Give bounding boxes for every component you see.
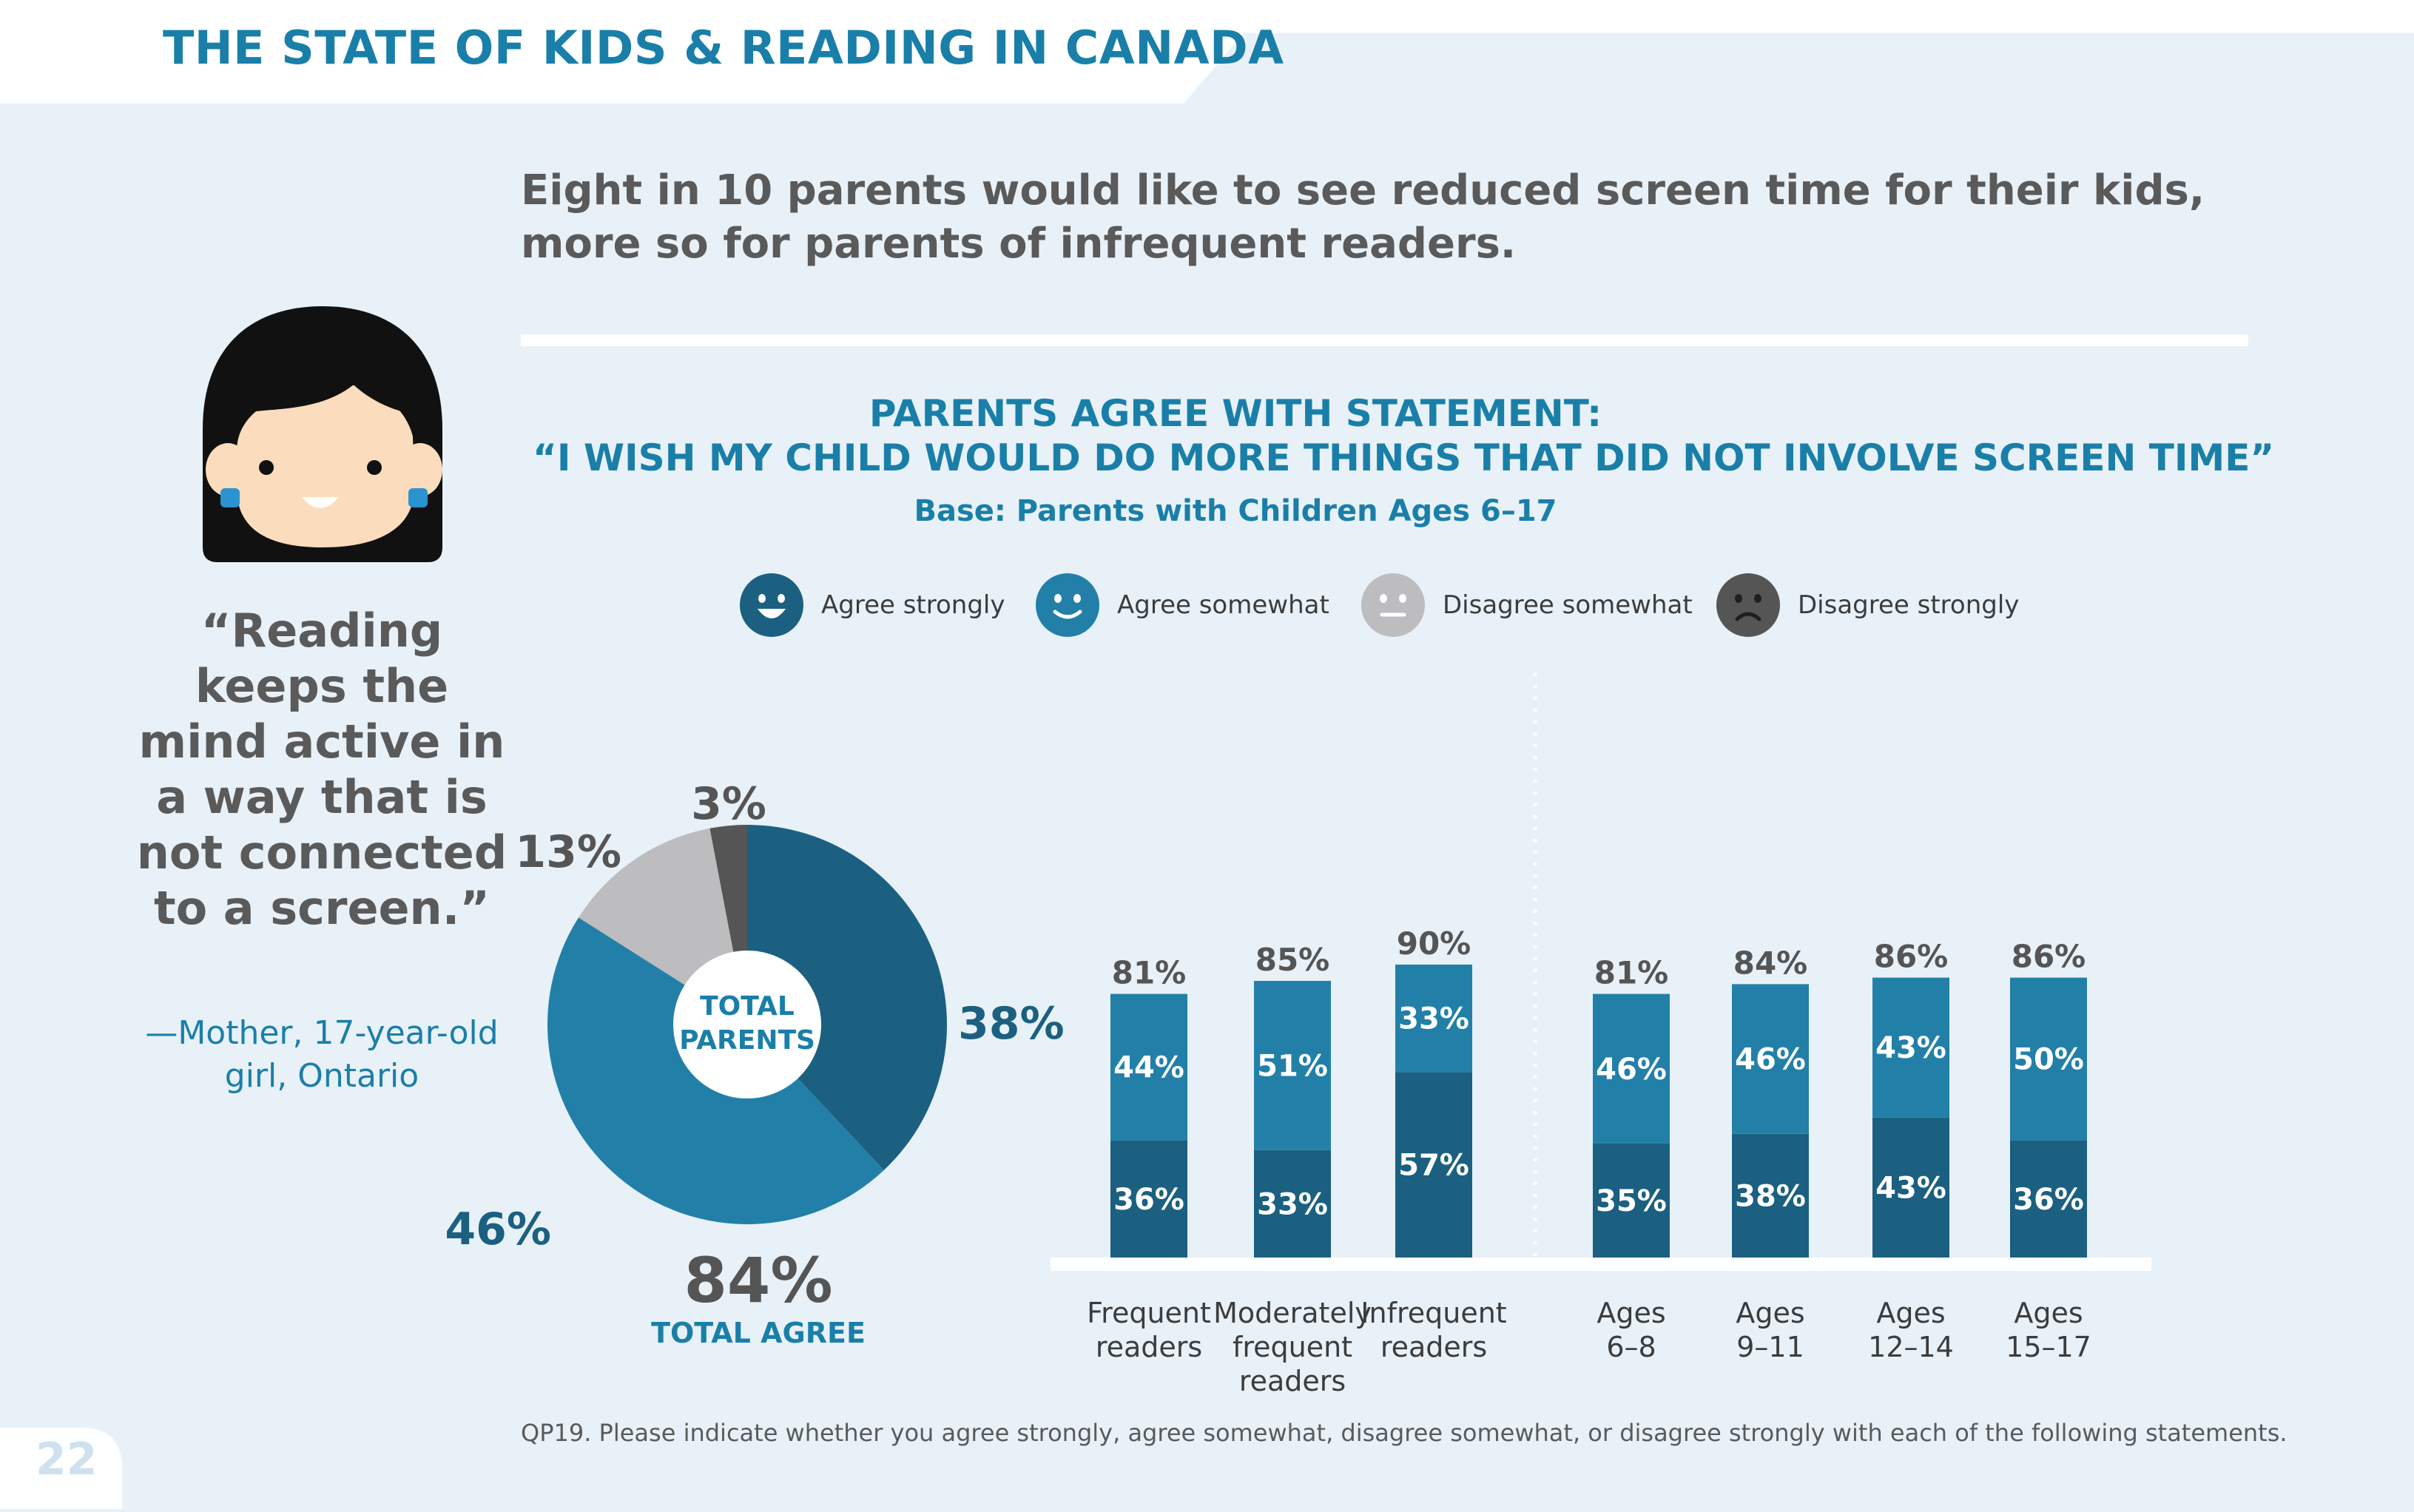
bar-value-label: 44% [1113,1051,1184,1085]
total-agree-value: 84% [684,1244,832,1317]
smile-face-icon [1036,573,1099,637]
chart-base: Base: Parents with Children Ages 6–17 [914,494,1557,528]
bar-value-label: 57% [1398,1149,1469,1183]
bar-segment-agree-strongly [1593,1144,1670,1258]
bar-segment-agree-strongly [2010,1140,2087,1258]
bar-segment-agree-somewhat [1593,993,1670,1144]
page-title: THE STATE OF KIDS & READING IN CANADA [163,21,1284,75]
sad-face-icon [1716,573,1780,637]
category-label: Ages 12–14 [1868,1297,1954,1363]
legend-label: Agree somewhat [1117,590,1329,620]
quote-attribution: —Mother, 17-year-old girl, Ontario [145,1014,499,1095]
bar-value-label: 33% [1398,1002,1469,1036]
bar-total-label: 86% [2012,939,2086,975]
divider [521,334,2248,346]
donut-chart: TOTAL PARENTS 38% 46% 13% 3% 84% TOTAL AGRE… [445,778,1065,1349]
bar-segment-agree-somewhat [1395,965,1472,1073]
category-label: Frequent readers [1087,1297,1211,1363]
bar-value-label: 51% [1257,1049,1328,1083]
bar-value-label: 46% [1596,1053,1667,1087]
pie-label-agree-somewhat: 46% [445,1204,551,1255]
bar-segment-agree-strongly [1110,1140,1187,1258]
x-axis-baseline [1051,1258,2151,1271]
footnote: QP19. Please indicate whether you agree … [521,1419,2287,1447]
bar-segment-agree-somewhat [2010,977,2087,1141]
happy-face-icon [740,573,803,637]
bar-segment-agree-somewhat [1872,977,1949,1118]
legend-item-agree-strongly: Agree strongly [738,570,1005,641]
girl-avatar-icon [203,306,442,562]
bar-total-label: 84% [1733,945,1808,981]
bar-segment-agree-strongly [1254,1150,1331,1258]
legend-label: Disagree strongly [1798,590,2020,620]
bar-value-label: 43% [1875,1031,1946,1065]
bar-value-label: 33% [1257,1187,1328,1221]
category-label: Ages 15–17 [2006,1297,2091,1363]
bar-value-label: 38% [1735,1179,1806,1213]
bar-total-label: 86% [1874,939,1949,975]
bar-value-label: 43% [1875,1171,1946,1205]
bar-total-label: 90% [1397,925,1471,962]
total-agree-label: TOTAL AGREE [651,1317,866,1349]
bar-segment-agree-strongly [1872,1117,1949,1258]
pie-label-agree-strongly: 38% [958,998,1065,1050]
category-label: Infrequent readers [1361,1297,1506,1363]
bar-total-label: 81% [1112,955,1187,991]
bar-value-label: 36% [2013,1183,2084,1217]
legend-label: Disagree somewhat [1443,590,1693,620]
chart-title: PARENTS AGREE WITH STATEMENT: [869,392,1602,435]
bar-segment-agree-somewhat [1110,993,1187,1141]
pie-label-disagree-somewhat: 13% [515,826,621,878]
bar-value-label: 36% [1113,1183,1184,1217]
page-number-tab [0,1428,122,1509]
neutral-face-icon [1361,573,1425,637]
bar-value-label: 50% [2013,1043,2084,1077]
donut-center-label: PARENTS [679,1025,815,1056]
bar-value-label: 46% [1735,1043,1806,1077]
bar-segment-agree-somewhat [1254,981,1331,1150]
donut-hole [673,951,821,1098]
legend-item-agree-somewhat: Agree somewhat [1034,570,1329,641]
chart-subtitle: “I WISH MY CHILD WOULD DO MORE THINGS TH… [533,436,2275,479]
legend-item-disagree-somewhat: Disagree somewhat [1360,570,1693,641]
pie-label-disagree-strongly: 3% [691,778,766,830]
bar-value-label: 35% [1596,1184,1667,1218]
header-band [0,0,2414,104]
quote-text: “Reading keeps the mind active in a way … [136,604,508,935]
bar-segment-agree-somewhat [1732,984,1809,1134]
pie-slice-agree-strongly [747,825,947,1170]
category-label: Ages 9–11 [1736,1297,1804,1363]
category-label: Moderately frequent readers [1213,1297,1372,1397]
headline: Eight in 10 parents would like to see re… [521,166,2205,268]
page-number: 22 [36,1434,98,1485]
bar-total-label: 81% [1594,955,1669,991]
bar-total-label: 85% [1255,942,1330,978]
donut-center-label: TOTAL [700,991,795,1022]
category-label: Ages 6–8 [1597,1297,1665,1363]
legend-label: Agree strongly [821,590,1005,620]
bar-segment-agree-strongly [1732,1133,1809,1258]
stacked-bar-chart: 36% 44% 81% Frequent readers 33% 51% 85% Moderat… [1051,673,2151,1397]
bar-segment-agree-strongly [1395,1072,1472,1258]
legend-item-disagree-strongly: Disagree strongly [1715,570,2019,641]
